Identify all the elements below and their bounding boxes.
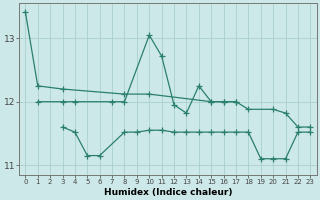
X-axis label: Humidex (Indice chaleur): Humidex (Indice chaleur)	[104, 188, 232, 197]
